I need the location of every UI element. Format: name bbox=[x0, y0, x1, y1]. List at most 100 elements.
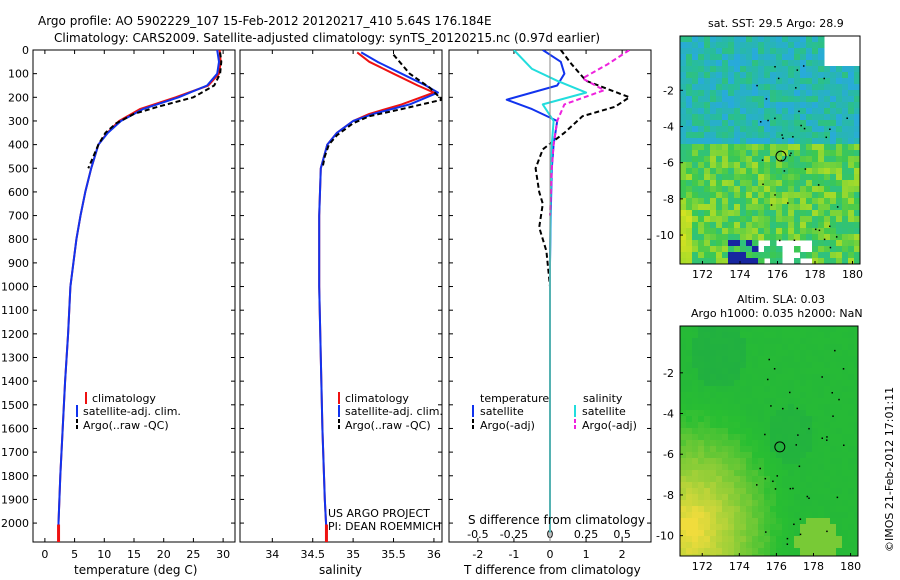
map-cell bbox=[740, 440, 747, 447]
map-cell bbox=[806, 512, 813, 519]
map-cell bbox=[770, 332, 777, 339]
map-cell bbox=[788, 440, 795, 447]
map-cell bbox=[752, 102, 759, 109]
map-cell bbox=[710, 48, 717, 55]
map-cell bbox=[728, 368, 735, 375]
map-cell bbox=[800, 356, 807, 363]
map-cell bbox=[686, 398, 693, 405]
map-cell bbox=[830, 464, 837, 471]
map-cell bbox=[686, 222, 693, 229]
map-cell bbox=[848, 446, 855, 453]
map-cell bbox=[848, 66, 855, 73]
map-cell bbox=[686, 228, 693, 235]
depth-tick-label: 900 bbox=[8, 257, 29, 270]
map-cell bbox=[848, 410, 855, 417]
map-cell bbox=[800, 186, 807, 193]
map-cell bbox=[782, 132, 789, 139]
map-cell bbox=[788, 356, 795, 363]
map-cell bbox=[686, 252, 693, 259]
map-cell bbox=[800, 210, 807, 217]
map-cell bbox=[782, 114, 789, 121]
map-cell bbox=[848, 326, 855, 333]
map-cell bbox=[752, 192, 759, 199]
map-cell bbox=[722, 524, 729, 531]
lon-tick-label: 176 bbox=[767, 268, 788, 281]
map-cell bbox=[746, 198, 753, 205]
map-cell bbox=[854, 78, 860, 85]
difference-t-axis-label: T difference from climatology bbox=[463, 563, 641, 577]
map-cell bbox=[728, 216, 735, 223]
map-cell bbox=[704, 524, 711, 531]
island-dot bbox=[836, 206, 839, 208]
map-cell bbox=[740, 416, 747, 423]
map-cell bbox=[818, 192, 825, 199]
map-cell bbox=[776, 192, 783, 199]
map-cell bbox=[716, 374, 723, 381]
series-line-temperature-satellite bbox=[505, 50, 566, 533]
map-cell bbox=[704, 84, 711, 91]
map-cell bbox=[812, 120, 819, 127]
map-cell bbox=[782, 108, 789, 115]
map-cell bbox=[848, 554, 855, 556]
map-cell bbox=[836, 90, 843, 97]
map-cell bbox=[752, 434, 759, 441]
map-cell bbox=[692, 518, 699, 525]
map-cell bbox=[836, 72, 843, 79]
map-cell bbox=[806, 464, 813, 471]
map-cell bbox=[764, 198, 771, 205]
map-cell bbox=[764, 156, 771, 163]
map-cell bbox=[734, 494, 741, 501]
map-cell bbox=[836, 500, 843, 507]
island-dot bbox=[765, 98, 768, 100]
depth-tick-label: 1600 bbox=[1, 422, 29, 435]
map-cell bbox=[722, 464, 729, 471]
map-cell bbox=[680, 42, 687, 49]
map-cell bbox=[710, 66, 717, 73]
map-cell bbox=[758, 476, 765, 483]
map-cell bbox=[752, 156, 759, 163]
map-cell bbox=[734, 48, 741, 55]
map-cell bbox=[764, 114, 771, 121]
map-cell bbox=[758, 374, 765, 381]
map-cell bbox=[836, 452, 843, 459]
map-cell bbox=[770, 428, 777, 435]
map-cell bbox=[752, 524, 759, 531]
map-cell bbox=[824, 464, 831, 471]
map-cell bbox=[746, 380, 753, 387]
map-cell bbox=[812, 428, 819, 435]
map-cell bbox=[782, 162, 789, 169]
map-cell bbox=[680, 144, 687, 151]
map-cell bbox=[794, 350, 801, 357]
map-cell bbox=[854, 114, 860, 121]
map-cell bbox=[734, 554, 741, 556]
map-cell bbox=[692, 434, 699, 441]
island-dot bbox=[764, 477, 767, 480]
map-cell bbox=[686, 494, 693, 501]
map-cell bbox=[836, 410, 843, 417]
map-cell bbox=[728, 210, 735, 217]
map-cell bbox=[842, 156, 849, 163]
map-cell bbox=[806, 156, 813, 163]
map-cell bbox=[746, 374, 753, 381]
map-cell bbox=[752, 506, 759, 513]
map-cell bbox=[680, 458, 687, 465]
map-cell bbox=[692, 488, 699, 495]
map-cell bbox=[722, 72, 729, 79]
map-cell bbox=[698, 362, 705, 369]
map-cell bbox=[782, 518, 789, 525]
map-cell bbox=[824, 386, 831, 393]
map-cell bbox=[812, 90, 819, 97]
map-cell bbox=[764, 36, 771, 43]
map-cell bbox=[830, 252, 837, 259]
map-cell bbox=[776, 102, 783, 109]
map-cell bbox=[752, 386, 759, 393]
map-cell bbox=[758, 192, 765, 199]
map-cell bbox=[716, 398, 723, 405]
map-cell bbox=[680, 156, 687, 163]
map-cell bbox=[740, 500, 747, 507]
map-cell bbox=[806, 144, 813, 151]
map-cell bbox=[686, 174, 693, 181]
map-cell bbox=[788, 518, 795, 525]
map-cell bbox=[812, 464, 819, 471]
map-cell bbox=[812, 446, 819, 453]
